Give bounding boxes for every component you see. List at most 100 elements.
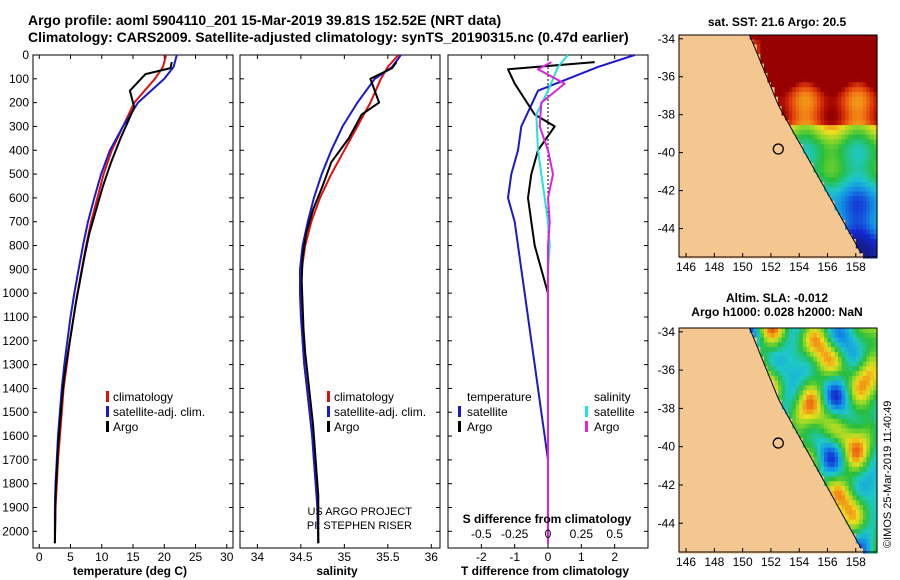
map-cell: [760, 481, 765, 487]
map-cell: [753, 177, 758, 183]
map-cell: [852, 120, 857, 126]
map-cell: [696, 471, 701, 477]
sla-map-title-2: Argo h1000: 0.028 h2000: NaN: [691, 305, 862, 319]
map-cell: [693, 457, 698, 463]
map-cell: [767, 248, 772, 254]
map-cell: [689, 390, 694, 396]
map-cell: [707, 485, 712, 492]
map-cell: [682, 129, 687, 136]
map-cell: [785, 438, 790, 444]
map-cell: [785, 186, 790, 193]
map-cell: [721, 54, 726, 60]
map-cell: [774, 366, 779, 372]
map-cell: [831, 229, 836, 235]
map-cell: [710, 87, 715, 93]
map-cell: [725, 68, 730, 74]
map-cell: [707, 356, 712, 363]
map-cell: [707, 409, 712, 415]
map-cell: [813, 428, 818, 434]
map-cell: [770, 54, 775, 60]
map-cell: [869, 35, 874, 41]
map-cell: [795, 347, 800, 353]
map-cell: [721, 253, 726, 259]
map-cell: [770, 466, 775, 473]
map-cell: [770, 139, 775, 145]
map-cell: [802, 87, 807, 93]
map-cell: [746, 77, 751, 83]
map-cell: [689, 68, 694, 74]
map-cell: [689, 101, 694, 107]
map-cell: [845, 442, 850, 449]
map-cell: [760, 385, 765, 391]
map-cell: [756, 182, 761, 188]
map-cell: [862, 351, 867, 358]
map-cell: [746, 182, 751, 188]
map-cell: [742, 39, 747, 45]
map-cell: [802, 248, 807, 254]
map-cell: [753, 356, 758, 363]
map-cell: [785, 134, 790, 140]
map-cell: [749, 385, 754, 391]
map-cell: [831, 58, 836, 64]
map-cell: [767, 129, 772, 136]
map-cell: [767, 125, 772, 131]
map-cell: [785, 361, 790, 367]
map-cell: [838, 54, 843, 60]
map-cell: [806, 404, 811, 410]
map-cell: [770, 395, 775, 401]
map-cell: [781, 433, 786, 439]
map-cell: [767, 366, 772, 372]
map-cell: [717, 328, 722, 334]
map-cell: [746, 234, 751, 240]
map-cell: [686, 462, 691, 468]
map-cell: [742, 428, 747, 434]
map-cell: [799, 129, 804, 136]
map-cell: [721, 438, 726, 444]
map-cell: [824, 144, 829, 150]
map-cell: [739, 101, 744, 107]
series-argo: [300, 61, 398, 544]
map-cell: [788, 220, 793, 226]
map-cell: [703, 215, 708, 221]
map-cell: [841, 35, 846, 41]
map-cell: [866, 414, 871, 420]
map-cell: [845, 220, 850, 226]
map-cell: [749, 253, 754, 259]
map-cell: [778, 423, 783, 430]
map-cell: [813, 91, 818, 98]
map-cell: [753, 385, 758, 391]
map-cell: [866, 438, 871, 444]
map-cell: [756, 186, 761, 193]
map-cell: [809, 495, 814, 501]
map-cell: [767, 72, 772, 79]
map-cell: [788, 332, 793, 339]
map-cell: [753, 229, 758, 235]
map-cell: [859, 495, 864, 501]
map-cell: [792, 462, 797, 468]
map-cell: [806, 500, 811, 506]
map-cell: [806, 148, 811, 155]
map-cell: [725, 423, 730, 430]
map-cell: [735, 163, 740, 169]
map-cell: [859, 153, 864, 159]
map-cell: [714, 375, 719, 382]
map-cell: [824, 234, 829, 240]
map-cell: [770, 129, 775, 136]
map-cell: [809, 438, 814, 444]
map-cell: [816, 144, 821, 150]
map-cell: [682, 380, 687, 386]
map-cell: [707, 457, 712, 463]
map-cell: [809, 177, 814, 183]
map-cell: [714, 205, 719, 212]
map-cell: [686, 342, 691, 348]
map-cell: [693, 177, 698, 183]
map-cell: [824, 361, 829, 367]
map-cell: [721, 332, 726, 339]
map-cell: [728, 375, 733, 382]
map-cell: [725, 351, 730, 358]
map-cell: [813, 471, 818, 477]
map-cell: [841, 96, 846, 102]
map-cell: [848, 125, 853, 131]
map-cell: [707, 423, 712, 430]
map-cell: [862, 457, 867, 463]
